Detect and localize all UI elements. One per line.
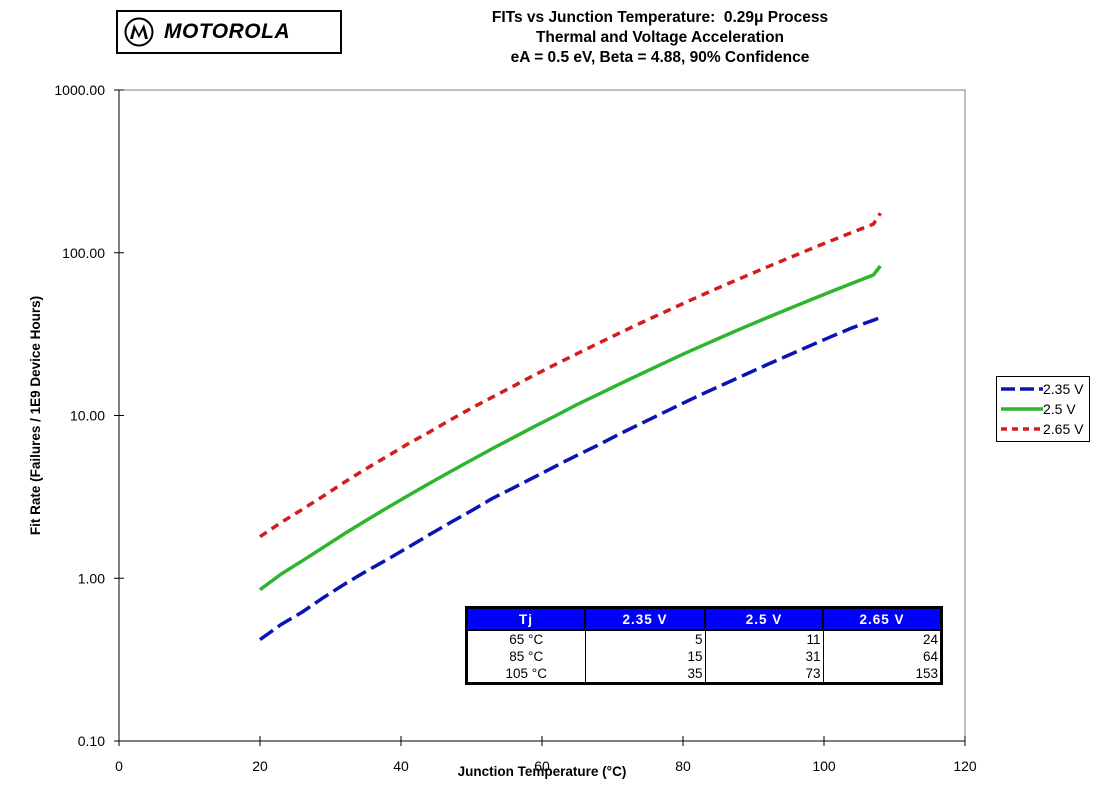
logo-text: MOTOROLA — [164, 20, 291, 43]
motorola-logo: MOTOROLA — [116, 10, 342, 54]
legend-label-265: 2.65 V — [1043, 421, 1084, 437]
legend-label-25: 2.5 V — [1043, 401, 1076, 417]
table-header-235: 2.35 V — [584, 607, 705, 630]
x-axis-title: Junction Temperature (°C) — [458, 764, 627, 779]
x-tick-label: 40 — [393, 758, 409, 774]
table-cell: 73 — [704, 665, 823, 684]
table-cell: 24 — [822, 629, 942, 648]
title-line-3: eA = 0.5 eV, Beta = 4.88, 90% Confidence — [510, 49, 810, 66]
legend: 2.35 V 2.5 V 2.65 V — [996, 376, 1090, 442]
table-cell: 35 — [584, 665, 705, 684]
y-tick-label: 10.00 — [70, 408, 105, 424]
series-line-25 — [258, 264, 882, 592]
y-tick-label: 1000.00 — [54, 82, 105, 98]
y-tick-label: 0.10 — [78, 733, 105, 749]
x-tick-label: 20 — [252, 758, 268, 774]
table-row: 85 °C 15 31 64 — [467, 648, 942, 665]
table-header-265: 2.65 V — [822, 607, 942, 630]
table-cell: 15 — [584, 648, 705, 665]
table-cell: 11 — [704, 629, 823, 648]
y-axis-title: Fit Rate (Failures / 1E9 Device Hours) — [28, 296, 43, 535]
table-cell: 153 — [822, 665, 942, 684]
series-line-265 — [259, 212, 882, 539]
title-line-1: FITs vs Junction Temperature: 0.29μ Proc… — [491, 9, 829, 26]
legend-item-25: 2.5 V — [997, 400, 1089, 418]
legend-swatch-265 — [1001, 427, 1043, 431]
legend-swatch-25 — [1001, 407, 1043, 411]
y-tick-label: 100.00 — [62, 245, 105, 261]
table-cell: 64 — [822, 648, 942, 665]
title-line-2: Thermal and Voltage Acceleration — [535, 29, 785, 46]
legend-item-265: 2.65 V — [997, 420, 1089, 438]
legend-swatch-235 — [1001, 387, 1043, 391]
table-row: 105 °C 35 73 153 — [467, 665, 942, 684]
motorola-batwing-icon — [124, 17, 154, 47]
table-cell: 65 °C — [466, 629, 585, 648]
x-tick-label: 100 — [812, 758, 836, 774]
table-header-row: Tj 2.35 V 2.5 V 2.65 V — [466, 607, 942, 630]
table-cell: 85 °C — [509, 649, 544, 664]
chart-title: FITs vs Junction Temperature: 0.29μ Proc… — [380, 8, 940, 68]
table-row: 65 °C 5 11 24 — [466, 629, 942, 648]
table-cell: 5 — [584, 629, 705, 648]
table-cell: 31 — [704, 648, 823, 665]
table-cell: 105 °C — [505, 666, 547, 681]
legend-item-235: 2.35 V — [997, 380, 1089, 398]
x-tick-label: 80 — [675, 758, 691, 774]
y-tick-label: 1.00 — [78, 570, 105, 586]
x-tick-label: 120 — [953, 758, 977, 774]
series-line-235 — [258, 315, 882, 642]
x-tick-label: 60 — [534, 758, 550, 774]
x-tick-label: 0 — [115, 758, 123, 774]
table-header-tj: Tj — [466, 607, 585, 630]
table-header-25: 2.5 V — [704, 607, 823, 630]
fit-table: Tj 2.35 V 2.5 V 2.65 V 65 °C 5 11 24 85 … — [465, 606, 943, 685]
legend-label-235: 2.35 V — [1043, 381, 1084, 397]
